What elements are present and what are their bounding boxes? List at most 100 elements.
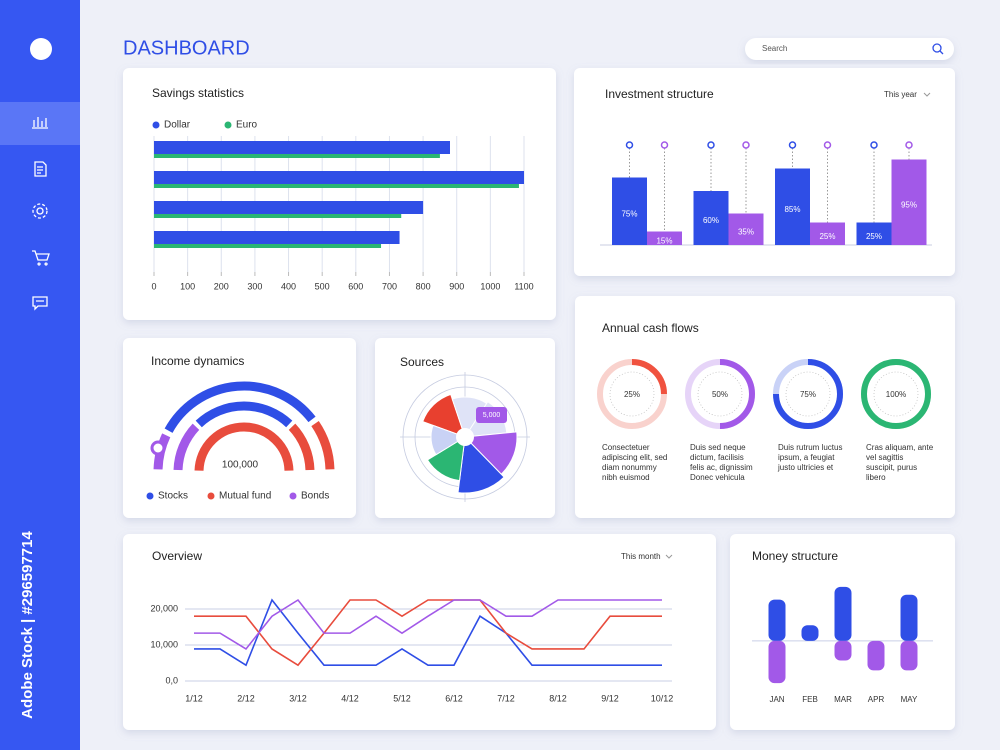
value-label: 95% <box>901 200 917 209</box>
nav-cart[interactable] <box>32 250 50 266</box>
y-tick-label: 0,0 <box>165 675 178 685</box>
x-tick-label: 2/12 <box>237 693 255 703</box>
x-tick-label: MAR <box>834 695 852 704</box>
legend-label: Dollar <box>164 120 191 131</box>
bar-pin <box>870 141 878 149</box>
x-tick-label: 1100 <box>514 281 533 291</box>
donut-inner <box>697 371 743 417</box>
legend-swatch <box>146 492 154 500</box>
nav-chart[interactable] <box>32 117 48 129</box>
description: vel sagittis <box>866 453 903 462</box>
x-tick-label: 1000 <box>480 281 500 291</box>
chart-title: Income dynamics <box>151 354 244 368</box>
bar-pin <box>625 141 634 149</box>
x-tick-label: 9/12 <box>601 693 619 703</box>
bar <box>154 214 402 218</box>
legend-swatch <box>289 492 297 500</box>
gauge-segment <box>311 421 335 470</box>
value-label: 35% <box>738 227 754 236</box>
bar <box>154 201 424 214</box>
polar-hub <box>456 428 474 446</box>
card <box>123 68 556 320</box>
x-tick-label: MAY <box>901 695 918 704</box>
bar <box>693 191 729 245</box>
bar <box>154 244 382 248</box>
x-tick-label: 500 <box>315 281 330 291</box>
nav-selected[interactable] <box>0 102 80 145</box>
nav-doc[interactable] <box>34 161 47 177</box>
chart-title: Sources <box>400 355 444 369</box>
bar <box>612 177 647 245</box>
donut-inner <box>785 371 831 417</box>
bar <box>154 154 440 158</box>
bar <box>154 184 519 188</box>
value-label: 25% <box>819 232 835 241</box>
description: Consectetuer <box>602 443 650 452</box>
legend-swatch <box>152 121 160 129</box>
dropdown[interactable]: This month <box>621 552 661 561</box>
gauge-segment <box>164 381 316 433</box>
gauge-knob <box>150 440 166 456</box>
bar <box>154 141 450 154</box>
bar <box>647 231 682 245</box>
legend-label: Stocks <box>158 491 188 502</box>
description: Cras aliquam, ante <box>866 443 934 452</box>
donut-label: 100% <box>886 390 906 399</box>
x-tick-label: 300 <box>247 281 262 291</box>
value-label: 15% <box>656 236 672 245</box>
gauge-segment <box>288 423 315 471</box>
x-tick-label: 5/12 <box>393 693 411 703</box>
tooltip-label: 5,000 <box>483 412 501 419</box>
line <box>194 598 662 667</box>
x-tick-label: 0 <box>151 281 156 291</box>
donut-label: 50% <box>712 390 728 399</box>
dropdown[interactable]: This year <box>884 90 917 99</box>
dropdown-chevron[interactable] <box>665 554 673 559</box>
page-title: DASHBOARD <box>123 37 250 59</box>
bar-pin <box>660 141 669 149</box>
x-tick-label: 7/12 <box>497 693 515 703</box>
legend-label: Bonds <box>301 491 329 502</box>
x-tick-label: 900 <box>449 281 464 291</box>
bar <box>768 599 786 641</box>
polar-slice <box>426 436 466 482</box>
bar <box>900 594 918 641</box>
search-box[interactable] <box>745 38 954 60</box>
x-tick-label: 4/12 <box>341 693 359 703</box>
bar <box>768 640 786 684</box>
donut-arc <box>719 359 755 429</box>
donut-inner <box>609 371 655 417</box>
search-icon[interactable] <box>932 43 944 55</box>
line <box>194 599 662 667</box>
line <box>194 598 662 651</box>
bar <box>900 640 918 671</box>
bar-pin <box>823 141 832 149</box>
gauge-segment <box>195 401 293 428</box>
donut-arc <box>631 359 667 395</box>
description: Donec vehicula <box>690 473 745 482</box>
chart-title: Money structure <box>752 549 838 563</box>
x-tick-label: 800 <box>416 281 431 291</box>
logo <box>30 38 52 60</box>
x-tick-label: 100 <box>180 281 195 291</box>
chart-title: Annual cash flows <box>602 321 699 335</box>
description: diam nonummy <box>602 463 657 472</box>
value-label: 60% <box>703 216 719 225</box>
tooltip <box>476 407 507 423</box>
bar <box>728 213 764 245</box>
polar-slice <box>430 424 467 456</box>
dropdown-chevron[interactable] <box>923 92 931 97</box>
y-tick-label: 20,000 <box>150 603 178 613</box>
chart-title: Savings statistics <box>152 86 244 100</box>
bar-pin <box>707 141 715 149</box>
x-tick-label: APR <box>868 695 885 704</box>
bar <box>856 222 892 245</box>
description: dictum, facilisis <box>690 453 744 462</box>
chart-title: Investment structure <box>605 87 714 101</box>
nav-messages[interactable] <box>32 296 48 311</box>
nav-settings[interactable] <box>36 207 44 215</box>
y-tick-label: 10,000 <box>150 639 178 649</box>
chart-title: Overview <box>152 549 202 563</box>
donut-arc <box>773 359 843 429</box>
